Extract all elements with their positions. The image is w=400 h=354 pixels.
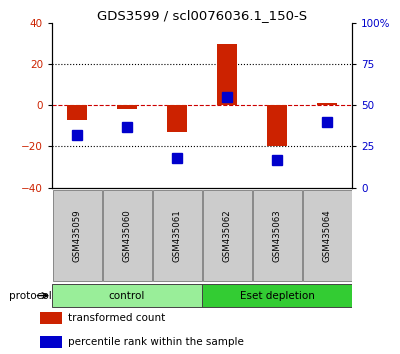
- Bar: [40, 336, 62, 348]
- Bar: [167, 105, 187, 132]
- Bar: [117, 105, 137, 109]
- Text: percentile rank within the sample: percentile rank within the sample: [68, 337, 244, 347]
- Bar: [317, 103, 337, 105]
- Text: protocol: protocol: [9, 291, 52, 301]
- Text: GSM435060: GSM435060: [122, 209, 132, 262]
- Text: GSM435062: GSM435062: [222, 209, 232, 262]
- Text: Eset depletion: Eset depletion: [240, 291, 314, 301]
- Bar: [40, 312, 62, 324]
- Text: transformed count: transformed count: [68, 313, 165, 323]
- Title: GDS3599 / scl0076036.1_150-S: GDS3599 / scl0076036.1_150-S: [97, 9, 307, 22]
- Bar: [252, 189, 302, 281]
- Bar: [52, 284, 202, 308]
- Bar: [52, 189, 102, 281]
- Bar: [202, 189, 252, 281]
- Text: GSM435059: GSM435059: [72, 209, 82, 262]
- Bar: [152, 189, 202, 281]
- Bar: [102, 189, 152, 281]
- Bar: [217, 44, 237, 105]
- Text: control: control: [109, 291, 145, 301]
- Text: GSM435063: GSM435063: [272, 209, 282, 262]
- Bar: [267, 105, 287, 147]
- Bar: [202, 284, 352, 308]
- Bar: [67, 105, 87, 120]
- Text: GSM435064: GSM435064: [322, 209, 332, 262]
- Bar: [302, 189, 352, 281]
- Text: GSM435061: GSM435061: [172, 209, 182, 262]
